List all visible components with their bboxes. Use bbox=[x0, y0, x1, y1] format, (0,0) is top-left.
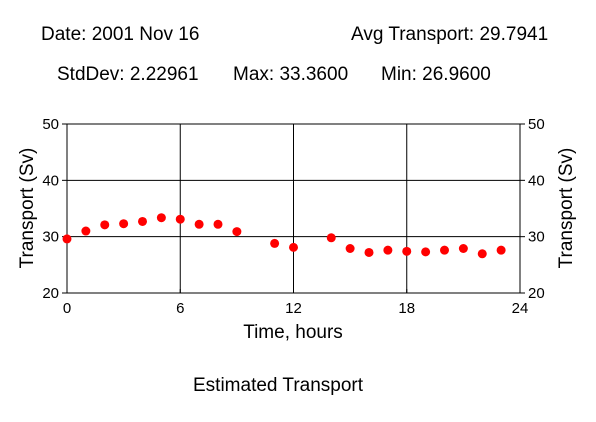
data-point bbox=[100, 220, 110, 230]
data-point bbox=[138, 216, 147, 226]
data-point bbox=[270, 238, 280, 248]
data-point bbox=[458, 243, 468, 253]
data-point bbox=[383, 245, 393, 255]
y-axis-label-right: Transport (Sv) bbox=[556, 148, 577, 269]
avg-transport-label: Avg Transport: 29.7941 bbox=[351, 24, 549, 45]
data-point bbox=[194, 219, 204, 229]
y-tick-label-left: 50 bbox=[42, 116, 59, 133]
data-point bbox=[345, 243, 355, 253]
grid-lines bbox=[67, 124, 520, 293]
y-tick-label-left: 20 bbox=[42, 285, 59, 302]
y-tick-label-left: 40 bbox=[42, 172, 59, 189]
data-point bbox=[402, 246, 412, 256]
data-point bbox=[364, 247, 374, 257]
y-tick-label-right: 40 bbox=[528, 172, 545, 189]
date-label: Date: 2001 Nov 16 bbox=[41, 24, 200, 45]
y-tick-label-left: 30 bbox=[42, 229, 59, 246]
data-point bbox=[421, 247, 431, 257]
x-tick-label: 6 bbox=[176, 300, 184, 317]
x-tick-label: 18 bbox=[398, 300, 415, 317]
data-point bbox=[175, 214, 185, 224]
data-point bbox=[440, 245, 449, 255]
x-tick-label: 24 bbox=[512, 300, 529, 317]
data-point bbox=[477, 249, 487, 259]
data-point bbox=[289, 242, 298, 252]
y-tick-label-right: 50 bbox=[528, 116, 545, 133]
min-label: Min: 26.9600 bbox=[381, 64, 491, 85]
data-point bbox=[81, 226, 91, 236]
chart-caption: Estimated Transport bbox=[193, 375, 364, 396]
data-point bbox=[326, 233, 336, 243]
y-tick-label-right: 20 bbox=[528, 285, 545, 302]
data-points bbox=[62, 213, 506, 259]
data-point bbox=[213, 219, 223, 229]
x-tick-label: 12 bbox=[285, 300, 302, 317]
data-point bbox=[62, 234, 72, 244]
data-point bbox=[232, 227, 242, 237]
x-tick-label: 0 bbox=[63, 300, 71, 317]
y-axis-label-left: Transport (Sv) bbox=[17, 148, 38, 269]
max-label: Max: 33.3600 bbox=[233, 64, 349, 85]
x-axis-label: Time, hours bbox=[243, 322, 343, 343]
data-point bbox=[156, 213, 166, 223]
y-tick-label-right: 30 bbox=[528, 229, 545, 246]
stddev-label: StdDev: 2.22961 bbox=[57, 64, 199, 85]
data-point bbox=[119, 219, 129, 229]
data-point bbox=[496, 245, 506, 255]
